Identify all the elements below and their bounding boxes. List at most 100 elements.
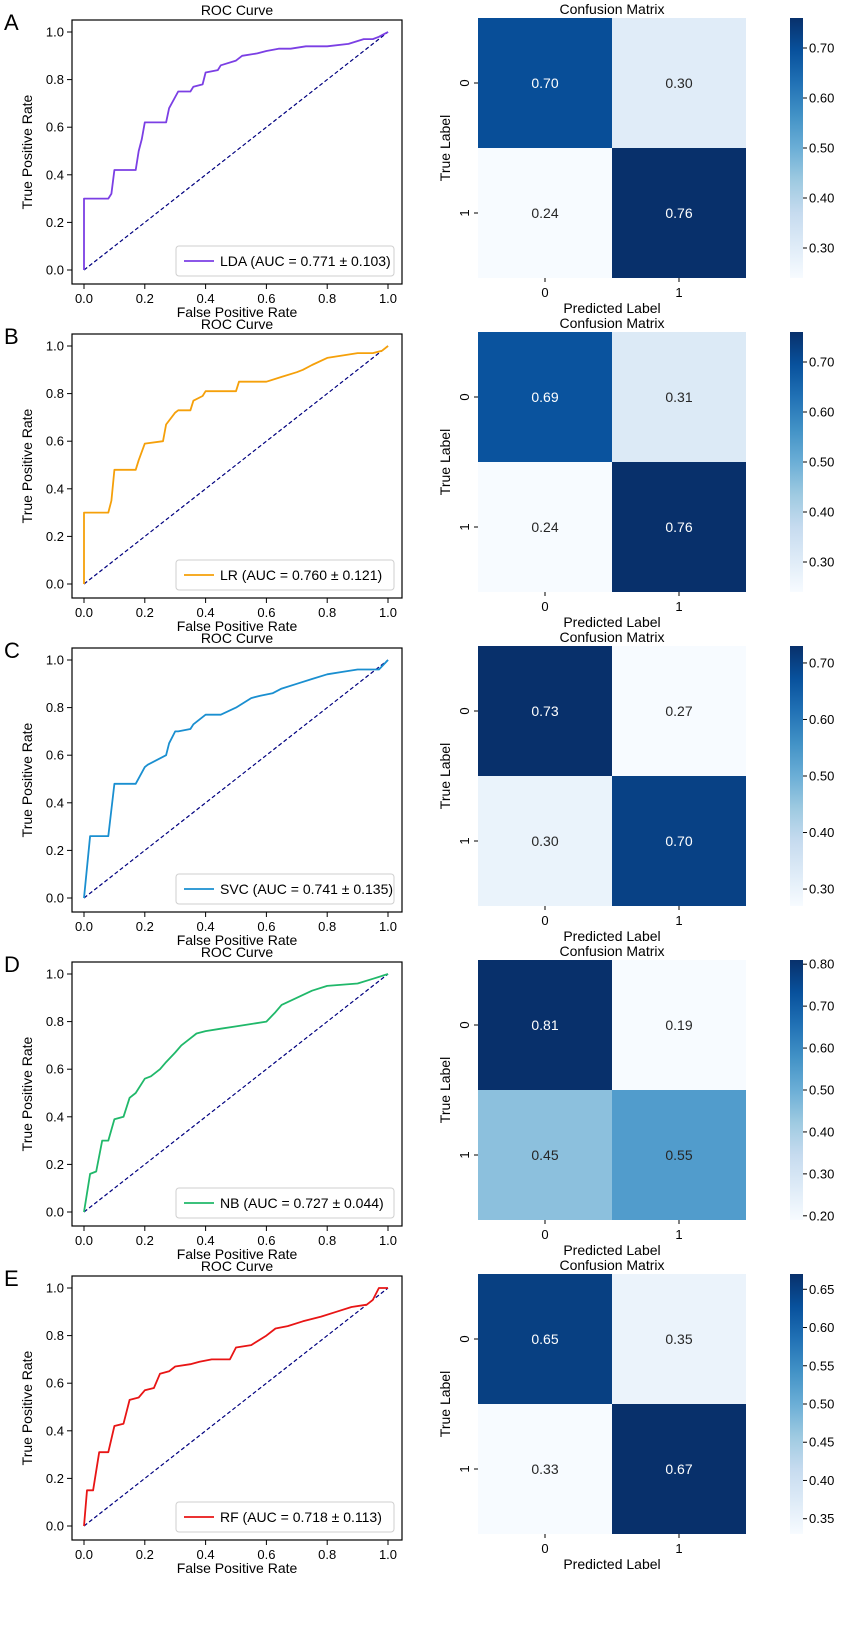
colorbar-tick-label: 0.30 xyxy=(809,882,834,897)
x-tick-label: 0.4 xyxy=(197,1547,215,1562)
colorbar-tick-label: 0.35 xyxy=(809,1511,834,1526)
roc-title: ROC Curve xyxy=(201,944,274,960)
roc-frame xyxy=(71,1275,403,1541)
roc-title: ROC Curve xyxy=(201,1258,274,1274)
cm-cell xyxy=(612,1090,746,1220)
cm-cell-label: 0.65 xyxy=(531,1331,558,1347)
cm-cell-label: 0.35 xyxy=(665,1331,692,1347)
roc-xlabel: False Positive Rate xyxy=(177,618,298,634)
cm-xlabel: Predicted Label xyxy=(563,614,660,630)
y-tick-label: 0.6 xyxy=(46,120,64,135)
cm-xlabel: Predicted Label xyxy=(563,1556,660,1572)
cm-y-tick-label: 0 xyxy=(457,1021,472,1028)
cm-x-tick-label: 0 xyxy=(541,1227,548,1242)
colorbar-gradient xyxy=(790,646,803,906)
legend-box xyxy=(175,245,395,277)
roc-chart: ROC Curve 0.0 0.2 0.4 0.6 0.8 1.0 0.0 0.2 0.4 0.6 0… xyxy=(19,944,403,1262)
colorbar: 0.30 0.40 0.50 0.60 0.70 xyxy=(790,18,834,278)
colorbar-tick-label: 0.70 xyxy=(809,355,834,370)
cm-y-tick-label: 1 xyxy=(457,1151,472,1158)
y-tick-label: 0.8 xyxy=(46,700,64,715)
legend-box xyxy=(175,1501,395,1533)
roc-legend: LDA (AUC = 0.771 ± 0.103) xyxy=(175,245,395,277)
colorbar-tick-label: 0.40 xyxy=(809,1473,834,1488)
roc-curve-line xyxy=(83,1287,388,1527)
y-tick-label: 0.2 xyxy=(46,1157,64,1172)
colorbar-tick-label: 0.50 xyxy=(809,455,834,470)
panel-c: C ROC Curve 0.0 0.2 0.4 0.6 0.8 1.0 0.0 0.2 0.4 0.6… xyxy=(4,629,834,948)
cm-cell-label: 0.55 xyxy=(665,1147,692,1163)
cm-x-tick-label: 0 xyxy=(541,599,548,614)
colorbar-tick-label: 0.60 xyxy=(809,91,834,106)
colorbar-tick-label: 0.40 xyxy=(809,825,834,840)
cm-cell xyxy=(612,1274,746,1404)
cm-x-tick-label: 1 xyxy=(675,913,682,928)
x-tick-label: 0.8 xyxy=(318,291,336,306)
colorbar-tick-label: 0.55 xyxy=(809,1358,834,1373)
cm-xlabel: Predicted Label xyxy=(563,1242,660,1258)
y-tick-label: 0.6 xyxy=(46,434,64,449)
roc-chart: ROC Curve 0.0 0.2 0.4 0.6 0.8 1.0 0.0 0.2 0.4 0.6 0… xyxy=(19,2,403,320)
colorbar-tick-label: 0.60 xyxy=(809,405,834,420)
x-tick-label: 0.6 xyxy=(257,1233,275,1248)
x-tick-label: 0.8 xyxy=(318,1233,336,1248)
roc-legend: LR (AUC = 0.760 ± 0.121) xyxy=(175,559,395,591)
cm-ylabel: True Label xyxy=(437,115,453,181)
x-tick-label: 0.0 xyxy=(75,291,93,306)
colorbar-tick-label: 0.60 xyxy=(809,1041,834,1056)
x-tick-label: 0.0 xyxy=(75,1547,93,1562)
cm-cell xyxy=(478,148,612,278)
cm-cell xyxy=(478,462,612,592)
colorbar-tick-label: 0.45 xyxy=(809,1435,834,1450)
colorbar-tick-label: 0.60 xyxy=(809,1320,834,1335)
cm-x-tick-label: 0 xyxy=(541,285,548,300)
y-tick-label: 0.2 xyxy=(46,843,64,858)
x-tick-label: 0.4 xyxy=(197,291,215,306)
panel-letter: A xyxy=(4,10,19,35)
cm-cell-label: 0.24 xyxy=(531,519,558,535)
x-tick-label: 0.4 xyxy=(197,605,215,620)
x-tick-label: 0.2 xyxy=(136,291,154,306)
colorbar-tick-label: 0.70 xyxy=(809,41,834,56)
legend-label: LR (AUC = 0.760 ± 0.121) xyxy=(220,567,382,583)
cm-cell-label: 0.27 xyxy=(665,703,692,719)
x-tick-label: 0.2 xyxy=(136,1547,154,1562)
colorbar-gradient xyxy=(790,18,803,278)
roc-legend: NB (AUC = 0.727 ± 0.044) xyxy=(175,1187,395,1219)
colorbar-tick-label: 0.30 xyxy=(809,1166,834,1181)
colorbar-tick-label: 0.40 xyxy=(809,191,834,206)
y-tick-label: 0.2 xyxy=(46,529,64,544)
y-tick-label: 0.2 xyxy=(46,215,64,230)
y-tick-label: 0.4 xyxy=(46,167,64,182)
y-tick-label: 0.0 xyxy=(46,891,64,906)
cm-cell xyxy=(612,776,746,906)
colorbar-tick-label: 0.50 xyxy=(809,769,834,784)
colorbar-tick-label: 0.30 xyxy=(809,241,834,256)
x-tick-label: 0.8 xyxy=(318,605,336,620)
x-tick-label: 1.0 xyxy=(379,1547,397,1562)
roc-ylabel: True Positive Rate xyxy=(19,1350,35,1465)
roc-curve-line xyxy=(83,973,389,1213)
cm-cell xyxy=(612,1404,746,1534)
colorbar-tick-label: 0.40 xyxy=(809,505,834,520)
cm-y-tick-label: 0 xyxy=(457,79,472,86)
y-tick-label: 0.4 xyxy=(46,1109,64,1124)
cm-title: Confusion Matrix xyxy=(559,1257,664,1273)
colorbar-tick-label: 0.50 xyxy=(809,1397,834,1412)
x-tick-label: 0.2 xyxy=(136,1233,154,1248)
panel-a: A ROC Curve 0.0 0.2 0.4 0.6 0.8 1.0 0.0 0.2 0.4 0.6… xyxy=(4,1,834,320)
colorbar-tick-label: 0.30 xyxy=(809,555,834,570)
y-tick-label: 0.8 xyxy=(46,72,64,87)
colorbar-tick-label: 0.50 xyxy=(809,141,834,156)
x-tick-label: 1.0 xyxy=(379,1233,397,1248)
panel-letter: E xyxy=(4,1266,19,1291)
roc-curve-line xyxy=(83,345,389,584)
cm-cell-label: 0.30 xyxy=(665,75,692,91)
roc-ylabel: True Positive Rate xyxy=(19,1036,35,1151)
cm-cell xyxy=(612,960,746,1090)
y-tick-label: 0.2 xyxy=(46,1471,64,1486)
x-tick-label: 1.0 xyxy=(379,291,397,306)
cm-title: Confusion Matrix xyxy=(559,1,664,17)
colorbar-gradient xyxy=(790,332,803,592)
